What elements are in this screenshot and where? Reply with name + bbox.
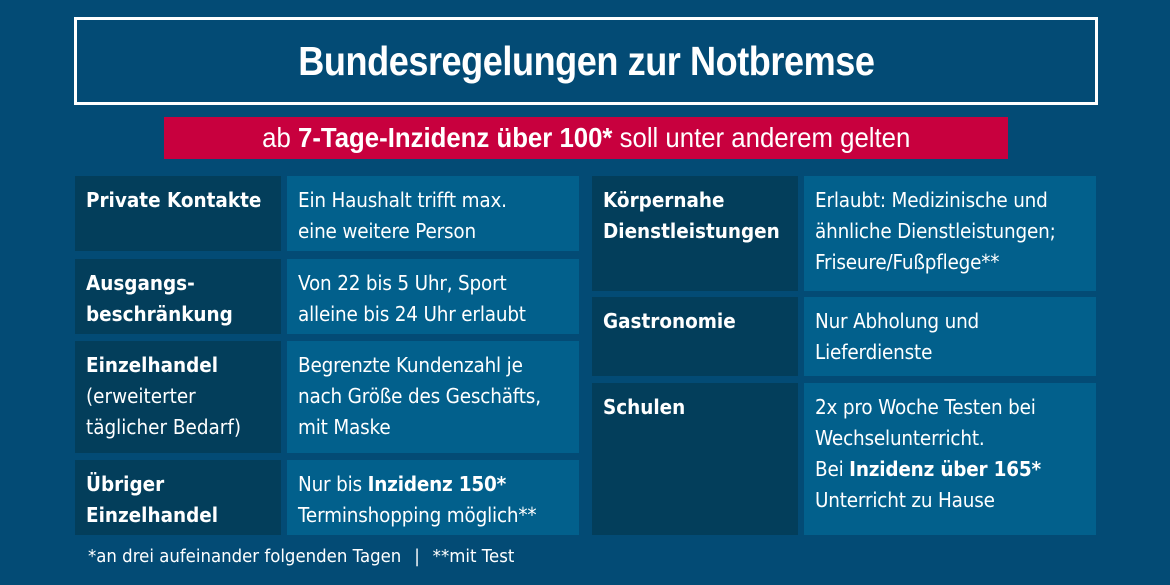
rule-label-einzelhandel: Einzelhandel (erweiterter täglicher Beda… — [75, 341, 281, 453]
value-line: Ein Haushalt trifft max. — [298, 188, 507, 212]
label-line: Ausgangs- — [86, 271, 195, 295]
label-text: Schulen — [603, 395, 686, 419]
value-line: Lieferdienste — [815, 340, 933, 364]
rule-label-gastronomie: Gastronomie — [592, 297, 798, 376]
rule-label-private-kontakte: Private Kontakte — [75, 176, 281, 251]
value-line: ähnliche Dienstleistungen; — [815, 219, 1056, 243]
value-line: Erlaubt: Medizinische und — [815, 188, 1048, 212]
value-line: Friseure/Fußpflege** — [815, 250, 1000, 274]
value-line: Nur Abholung und — [815, 309, 980, 333]
value-line: Begrenzte Kundenzahl je — [298, 353, 523, 377]
value-bold: Inzidenz 150* — [367, 472, 507, 496]
rule-value-uebriger-einzelhandel: Nur bis Inzidenz 150* Terminshopping mög… — [287, 460, 579, 535]
value-line: alleine bis 24 Uhr erlaubt — [298, 302, 526, 326]
label-line: Körpernahe — [603, 188, 725, 212]
value-line: Unterricht zu Hause — [815, 488, 995, 512]
value-line: eine weitere Person — [298, 219, 476, 243]
subtitle-text: ab 7-Tage-Inzidenz über 100* soll unter … — [262, 122, 910, 154]
value-line: mit Maske — [298, 415, 391, 439]
title-box: Bundesregelungen zur Notbremse — [74, 17, 1098, 105]
value-bold: Inzidenz über 165* — [849, 457, 1041, 481]
rule-value-ausgangsbeschraenkung: Von 22 bis 5 Uhr, Sport alleine bis 24 U… — [287, 259, 579, 334]
rule-label-koerpernahe-dienstleistungen: Körpernahe Dienstleistungen — [592, 176, 798, 291]
subtitle-bold: 7-Tage-Inzidenz über 100* — [297, 122, 613, 153]
value-line: nach Größe des Geschäfts, — [298, 384, 541, 408]
footnote-separator: | — [414, 546, 420, 567]
value-line: Bei Inzidenz über 165* — [815, 454, 1086, 485]
page-title: Bundesregelungen zur Notbremse — [297, 37, 875, 84]
label-text: Private Kontakte — [86, 188, 262, 212]
value-line: Von 22 bis 5 Uhr, Sport — [298, 271, 507, 295]
subtitle-bar: ab 7-Tage-Inzidenz über 100* soll unter … — [164, 117, 1008, 159]
rule-label-schulen: Schulen — [592, 383, 798, 535]
value-line: Terminshopping möglich** — [298, 503, 537, 527]
label-line: Einzelhandel — [86, 353, 219, 377]
rule-label-ausgangsbeschraenkung: Ausgangs- beschränkung — [75, 259, 281, 334]
label-line: beschränkung — [86, 302, 233, 326]
rule-value-einzelhandel: Begrenzte Kundenzahl je nach Größe des G… — [287, 341, 579, 453]
footnote-incidence-days: *an drei aufeinander folgenden Tagen — [88, 546, 402, 567]
rule-value-private-kontakte: Ein Haushalt trifft max. eine weitere Pe… — [287, 176, 579, 251]
label-sub-line: (erweiterter — [86, 384, 196, 408]
label-line: Dienstleistungen — [603, 219, 780, 243]
rule-value-schulen: 2x pro Woche Testen bei Wechselunterrich… — [804, 383, 1096, 535]
label-sub-line: täglicher Bedarf) — [86, 415, 242, 439]
value-line: Wechselunterricht. — [815, 426, 985, 450]
rule-label-uebriger-einzelhandel: Übriger Einzelhandel — [75, 460, 281, 535]
label-line: Übriger — [86, 472, 165, 496]
subtitle-prefix: ab — [261, 122, 298, 153]
label-text: Gastronomie — [603, 309, 736, 333]
footnote: *an drei aufeinander folgenden Tagen | **m… — [88, 546, 514, 567]
value-line: Nur bis Inzidenz 150* — [298, 469, 569, 500]
rule-value-gastronomie: Nur Abholung und Lieferdienste — [804, 297, 1096, 376]
value-prefix: Nur bis — [298, 472, 368, 496]
label-line: Einzelhandel — [86, 503, 219, 527]
rule-value-koerpernahe-dienstleistungen: Erlaubt: Medizinische und ähnliche Diens… — [804, 176, 1096, 291]
footnote-with-test: **mit Test — [432, 546, 515, 567]
subtitle-suffix: soll unter anderem gelten — [612, 122, 911, 153]
value-prefix: Bei — [815, 457, 850, 481]
value-line: 2x pro Woche Testen bei — [815, 395, 1036, 419]
